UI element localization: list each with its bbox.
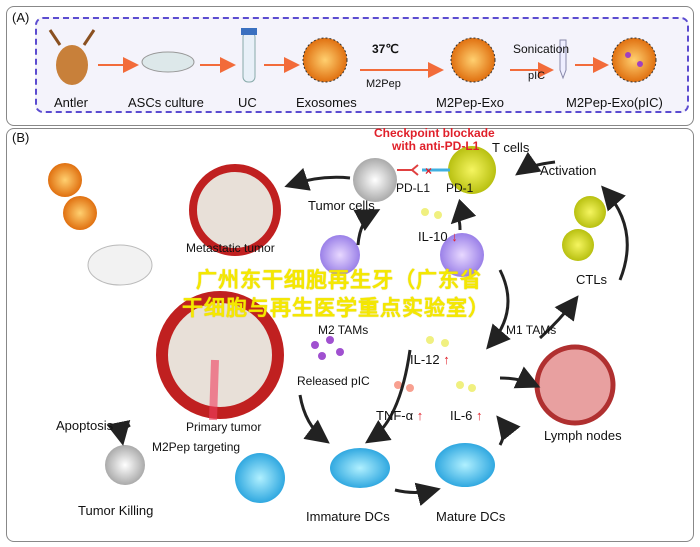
step-label: Exosomes [296,95,357,110]
temperature-label: 37℃ [372,42,399,56]
lymph-node-icon [534,344,616,426]
step-label: ASCs culture [128,95,204,110]
panel-b [6,128,694,542]
targeted-cell-icon [235,453,285,503]
sonication-label: Sonication [513,42,570,56]
panel-a-label: (A) [12,10,30,25]
process-arrows [106,151,629,507]
immature-dcs-label: Immature DCs [306,509,390,524]
metastatic-tumor-label: Metastatic tumor [186,241,275,255]
mature-dc-icon [435,443,495,487]
ctl-icon [574,196,606,228]
pd-1-label: PD-1 [446,181,474,195]
mouse-icon [87,244,153,286]
ctl-icon [562,229,594,261]
primary-tumor-label: Primary tumor [186,420,262,434]
m2pep-label: M2Pep [366,78,401,90]
ctls-label: CTLs [576,272,608,287]
watermark-line-2: 干细胞与再生医学重点实验室） [182,297,490,320]
tumor-cell-icon [353,158,397,202]
loaded-exo-icon [611,37,657,83]
pd-l1-label: PD-L1 [396,181,431,195]
dead-tumor-cell-icon [105,445,145,485]
il12-label: IL-12 ↑ [410,352,450,367]
exosome-icon [63,196,97,230]
activation-label: Activation [540,163,597,178]
checkpoint-label: Checkpoint blockade [374,126,495,140]
petri-dish-icon [141,51,195,73]
m1-tam-icon [440,233,484,277]
released-pic-label: Released pIC [297,374,370,388]
t-cell-icon [448,146,496,194]
tumor-vessel-icon [189,164,281,256]
watermark-line-1: 广州东干细胞再生牙（广东省 [196,269,482,292]
t-cells-label: T cells [492,140,530,155]
sonication-tube-icon [559,39,567,80]
m1-tams-label: M1 TAMs [506,323,557,337]
step-label: M2Pep-Exo [436,95,504,110]
cytokine-particles [421,208,476,392]
primary-tumor-icon [156,291,284,421]
m2-tams-label: M2 TAMs [318,323,369,337]
pic-particles [311,336,344,360]
panel-b-label: (B) [12,130,30,145]
targeting-label: M2Pep targeting [152,440,241,454]
tumor-cells-label: Tumor cells [308,198,375,213]
apoptosis-label: Apoptosis [56,418,114,433]
m2-tam-icon [320,235,360,275]
mature-dcs-label: Mature DCs [436,509,506,524]
checkpoint-label-2: with anti-PD-L1 [392,139,480,153]
exosome-icon [48,163,82,197]
lymph-nodes-label: Lymph nodes [544,428,622,443]
step-label: UC [238,95,257,110]
tnf-label: TNF-α ↑ [376,408,424,423]
m2pep-exo-icon [450,37,496,83]
step-label: Antler [54,95,88,110]
tube-icon [241,28,257,83]
pic-label: pIC [528,70,546,82]
step-label: M2Pep-Exo(pIC) [566,95,663,110]
il6-label: IL-6 ↑ [450,408,483,423]
deer-icon [48,29,96,85]
svg-text:×: × [425,164,432,178]
exosome-icon [302,37,348,83]
il10-label: IL-10 ↓ [418,229,458,244]
immature-dc-icon [330,448,390,488]
pd-l1-receptor [397,164,419,176]
workflow-arrows [98,57,609,78]
tumor-killing-label: Tumor Killing [78,503,154,518]
